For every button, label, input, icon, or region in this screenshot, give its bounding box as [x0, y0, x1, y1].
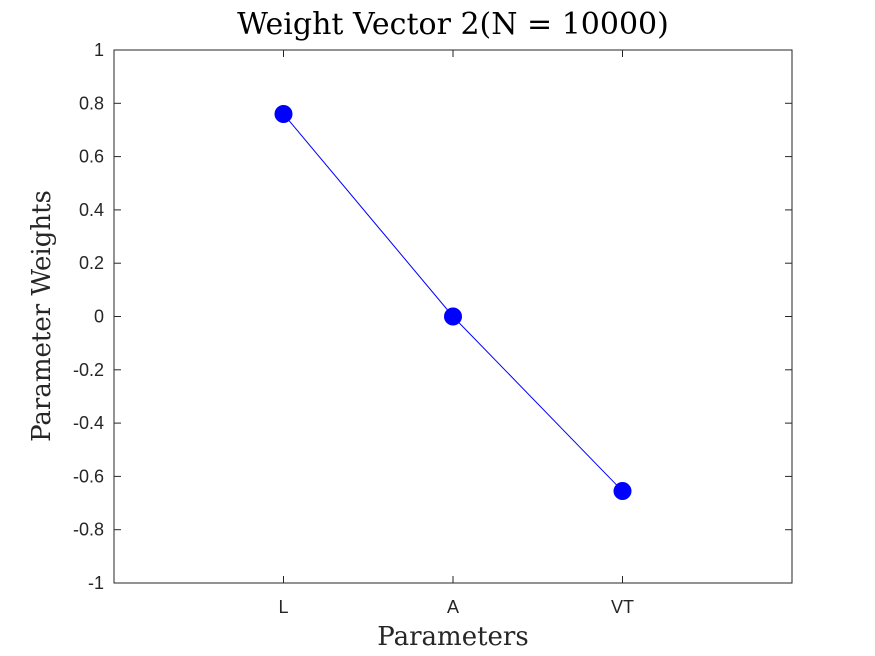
- data-point: [444, 307, 462, 326]
- y-tick-label: 0.6: [79, 147, 104, 167]
- data-point: [613, 482, 632, 501]
- y-tick-label: -1: [88, 573, 104, 593]
- y-tick-label: -0.6: [73, 466, 104, 486]
- x-tick-label: L: [278, 597, 288, 617]
- y-tick-label: 0.4: [79, 200, 104, 220]
- x-tick-label: VT: [611, 597, 634, 617]
- y-tick-label: 1: [94, 40, 104, 60]
- chart-title: Weight Vector 2(N = 10000): [237, 7, 669, 42]
- y-axis-label: Parameter Weights: [27, 190, 57, 442]
- y-tick-label: -0.8: [73, 520, 104, 540]
- y-tick-label: 0: [94, 307, 104, 327]
- x-tick-label: A: [447, 597, 459, 617]
- y-tick-label: -0.4: [73, 413, 104, 433]
- y-tick-label: 0.8: [79, 93, 104, 113]
- x-axis-label: Parameters: [377, 622, 528, 652]
- series-line: [283, 113, 623, 492]
- y-tick-label: 0.2: [79, 253, 104, 273]
- data-point: [274, 104, 293, 123]
- plot-area: -1 -0.8 -0.6 -0.4 -0.2 0 0.2 0.4 0.6 0.8 1 L A VT: [73, 40, 793, 617]
- y-tick-label: -0.2: [73, 360, 104, 380]
